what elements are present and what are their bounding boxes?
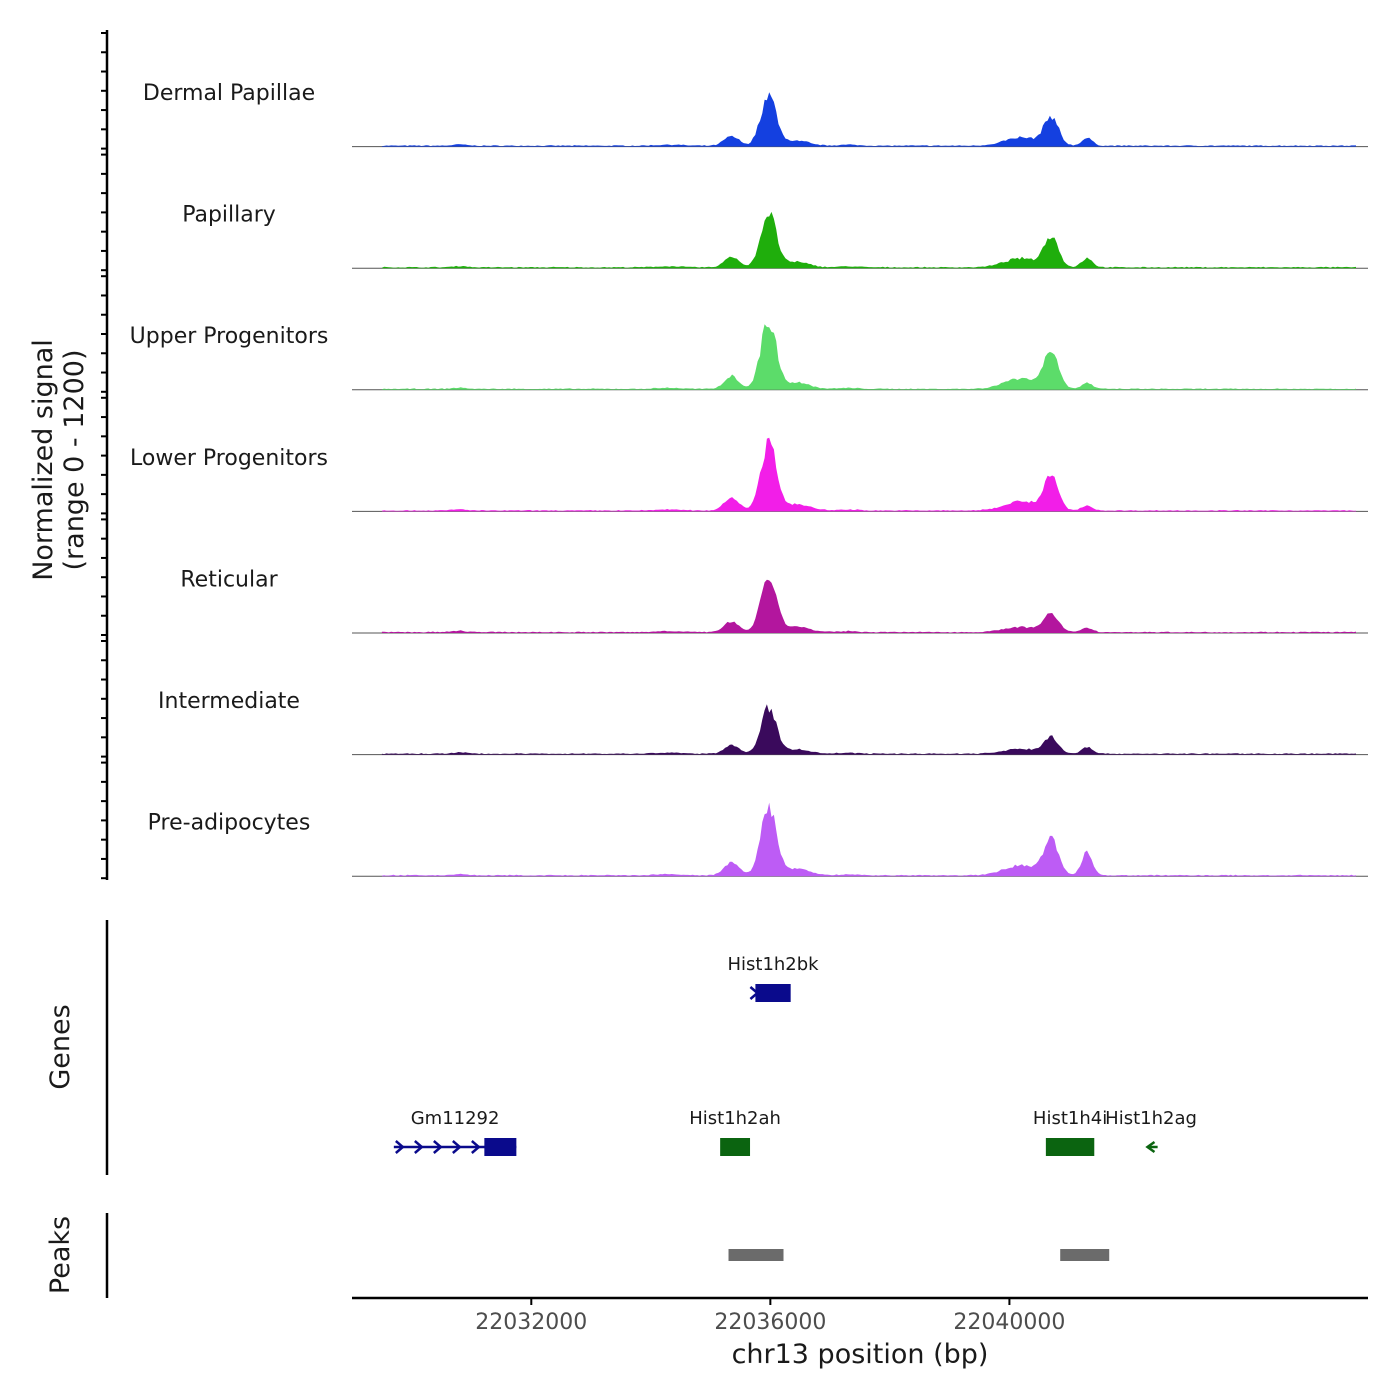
x-tick-label: 22040000 — [953, 1310, 1065, 1335]
peaks-track — [728, 1249, 1110, 1261]
track-label: Lower Progenitors — [130, 446, 328, 471]
y-axis-label-range: (range 0 - 1200) — [59, 350, 90, 571]
gene-exon — [720, 1138, 751, 1156]
gene-label: Hist1h2ah — [689, 1108, 781, 1129]
gene-hist1h2bk: Hist1h2bk — [727, 954, 819, 1002]
track-label: Dermal Papillae — [143, 81, 315, 106]
track-reticular: Reticular — [180, 567, 1368, 634]
strand-arrow — [433, 1140, 443, 1154]
track-pre-adipocytes: Pre-adipocytes — [148, 802, 1368, 877]
signal-area — [381, 704, 1356, 755]
gene-hist1h2ah: Hist1h2ah — [689, 1108, 781, 1156]
track-label: Intermediate — [158, 689, 300, 714]
x-tick-label: 22032000 — [475, 1310, 587, 1335]
track-label: Pre-adipocytes — [148, 811, 311, 836]
peak-region — [1060, 1249, 1110, 1261]
signal-area — [381, 579, 1356, 633]
y-axis — [101, 30, 109, 880]
gene-label: Hist1h2ag — [1105, 1108, 1197, 1129]
strand-arrow — [749, 986, 760, 1000]
signal-tracks: Dermal Papillae Papillary Upper Progenitor… — [130, 81, 1368, 877]
x-axis: 22032000 22036000 22040000 — [352, 1296, 1368, 1335]
strand-arrow — [471, 1140, 481, 1154]
signal-area — [381, 437, 1356, 512]
signal-area — [381, 324, 1356, 390]
peak-region — [728, 1249, 784, 1261]
genes-track-label: Genes — [45, 1004, 76, 1089]
gene-exon — [1045, 1138, 1095, 1156]
peaks-track-label: Peaks — [45, 1216, 76, 1294]
strand-arrow — [452, 1140, 462, 1154]
strand-arrow — [414, 1140, 424, 1154]
track-label: Upper Progenitors — [130, 324, 329, 349]
x-axis-label: chr13 position (bp) — [732, 1339, 989, 1370]
gene-exon — [755, 984, 791, 1002]
track-dermal-papillae: Dermal Papillae — [143, 81, 1368, 148]
track-label: Papillary — [182, 203, 276, 228]
track-lower-progenitors: Lower Progenitors — [130, 437, 1368, 512]
gene-label: Hist1h2bk — [727, 954, 819, 975]
strand-arrow — [395, 1140, 405, 1154]
gene-exon — [484, 1138, 517, 1156]
gene-label: Hist1h4i — [1033, 1108, 1107, 1129]
gene-hist1h4i: Hist1h4i — [1033, 1108, 1107, 1156]
y-axis-label: Normalized signal — [28, 339, 59, 581]
track-intermediate: Intermediate — [158, 689, 1368, 756]
track-label: Reticular — [180, 567, 278, 592]
signal-area — [381, 802, 1356, 877]
gene-hist1h2ag: Hist1h2ag — [1105, 1108, 1197, 1154]
genes-track: Hist1h2bk Gm11292 Hist1h2ah Hist1h4iHist1h2… — [393, 954, 1197, 1156]
track-upper-progenitors: Upper Progenitors — [130, 324, 1368, 391]
x-tick-label: 22036000 — [714, 1310, 826, 1335]
track-papillary: Papillary — [182, 203, 1368, 269]
signal-area — [381, 92, 1356, 147]
gene-gm11292: Gm11292 — [393, 1108, 517, 1156]
signal-area — [381, 211, 1356, 269]
gene-label: Gm11292 — [411, 1108, 500, 1129]
